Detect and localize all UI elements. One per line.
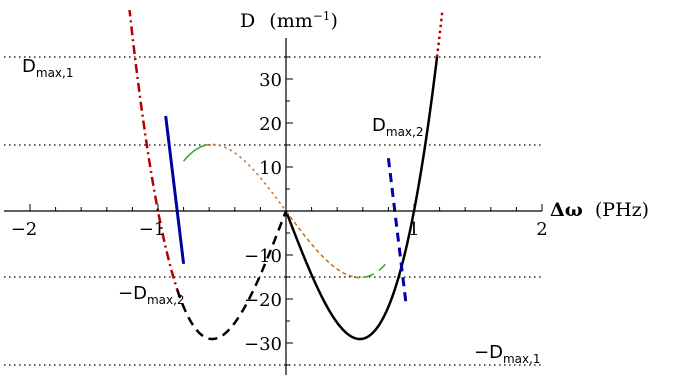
x-tick-label: −1 — [139, 219, 166, 240]
series-dmax2-green-pos — [364, 260, 390, 278]
axes: −2 −1 1 2 −30 −20 −10 10 20 30 — [4, 38, 548, 375]
series-blue-right — [386, 157, 408, 307]
x-tick-label: −2 — [11, 219, 38, 240]
y-tick-label: −30 — [244, 334, 282, 355]
y-tick-label: −10 — [244, 246, 282, 267]
y-tick-label: 20 — [259, 114, 282, 135]
series-dmax1-red-pos — [128, 10, 179, 290]
annotation-dmax2-neg: −Dmax,2 — [118, 283, 185, 307]
annotations: Dmax,1 Dmax,2 −Dmax,2 −Dmax,1 — [22, 56, 541, 366]
y-axis-label: D (mm−1) — [240, 9, 338, 32]
curves — [128, 10, 444, 341]
series-dmax2-green-neg — [182, 144, 208, 162]
series-dmax2-orange-neg — [206, 143, 287, 212]
series-dmax1-black-neg — [284, 56, 439, 341]
y-tick-label: 30 — [259, 70, 282, 91]
series-dmax1-red-neg — [435, 10, 444, 58]
x-ticks: −2 −1 1 2 — [11, 204, 548, 240]
y-tick-label: −20 — [244, 290, 282, 311]
y-ticks: −30 −20 −10 10 20 30 — [244, 56, 293, 366]
x-tick-label: 1 — [408, 219, 419, 240]
y-tick-label: 10 — [259, 158, 282, 179]
series-dmax2-orange-pos — [285, 210, 366, 279]
x-axis-label: Δω (PHz) — [550, 199, 649, 221]
annotation-dmax1-neg: −Dmax,1 — [474, 342, 541, 366]
annotation-dmax1-pos: Dmax,1 — [22, 56, 73, 80]
series-dmax1-black-pos — [176, 210, 288, 341]
annotation-dmax2-pos: Dmax,2 — [372, 115, 423, 139]
series-blue-left — [164, 115, 186, 265]
x-tick-label: 2 — [536, 219, 547, 240]
